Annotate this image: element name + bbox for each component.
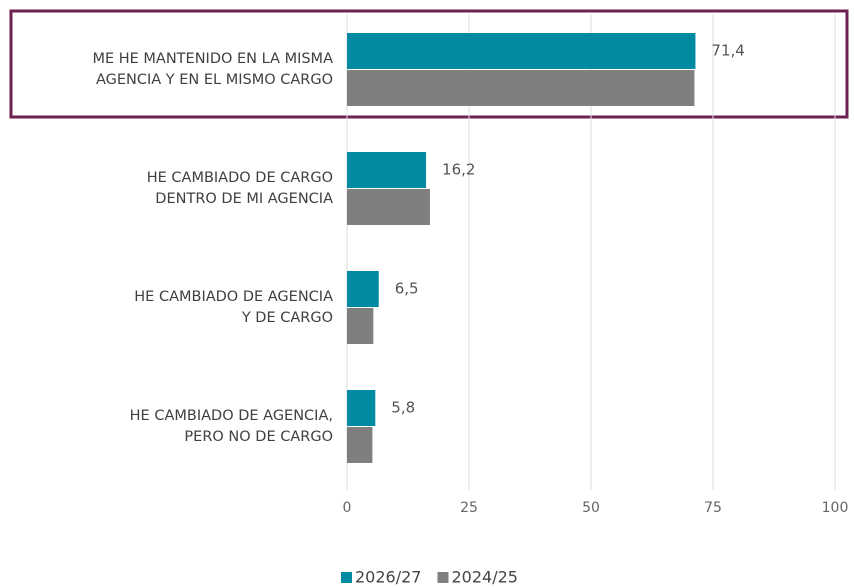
x-tick-label: 25 <box>460 500 478 516</box>
x-tick-label: 100 <box>822 500 849 516</box>
x-tick-label: 0 <box>343 500 352 516</box>
category-label: HE CAMBIADO DE AGENCIA Y DE CARGO <box>134 289 333 326</box>
legend-label: 2024/25 <box>451 568 517 587</box>
x-tick-label: 75 <box>704 500 722 516</box>
value-label: 71,4 <box>711 42 744 60</box>
value-label: 5,8 <box>391 399 415 417</box>
legend-label: 2026/27 <box>355 568 421 587</box>
category-label: ME HE MANTENIDO EN LA MISMA AGENCIA Y EN… <box>92 51 333 88</box>
bar <box>347 152 427 188</box>
value-label: 6,5 <box>395 280 419 298</box>
bar <box>347 70 695 106</box>
category-label: HE CAMBIADO DE CARGO DENTRO DE MI AGENCI… <box>146 170 333 207</box>
bar <box>347 271 379 307</box>
legend-swatch <box>341 572 352 583</box>
x-tick-label: 50 <box>582 500 600 516</box>
legend-swatch <box>437 572 449 583</box>
bar <box>347 390 376 426</box>
bar <box>347 308 374 344</box>
bar <box>347 33 696 69</box>
bar <box>347 427 373 463</box>
value-label: 16,2 <box>442 161 475 179</box>
highlight-box <box>9 9 849 119</box>
bar <box>347 189 430 225</box>
category-label: HE CAMBIADO DE AGENCIA, PERO NO DE CARGO <box>129 408 333 445</box>
